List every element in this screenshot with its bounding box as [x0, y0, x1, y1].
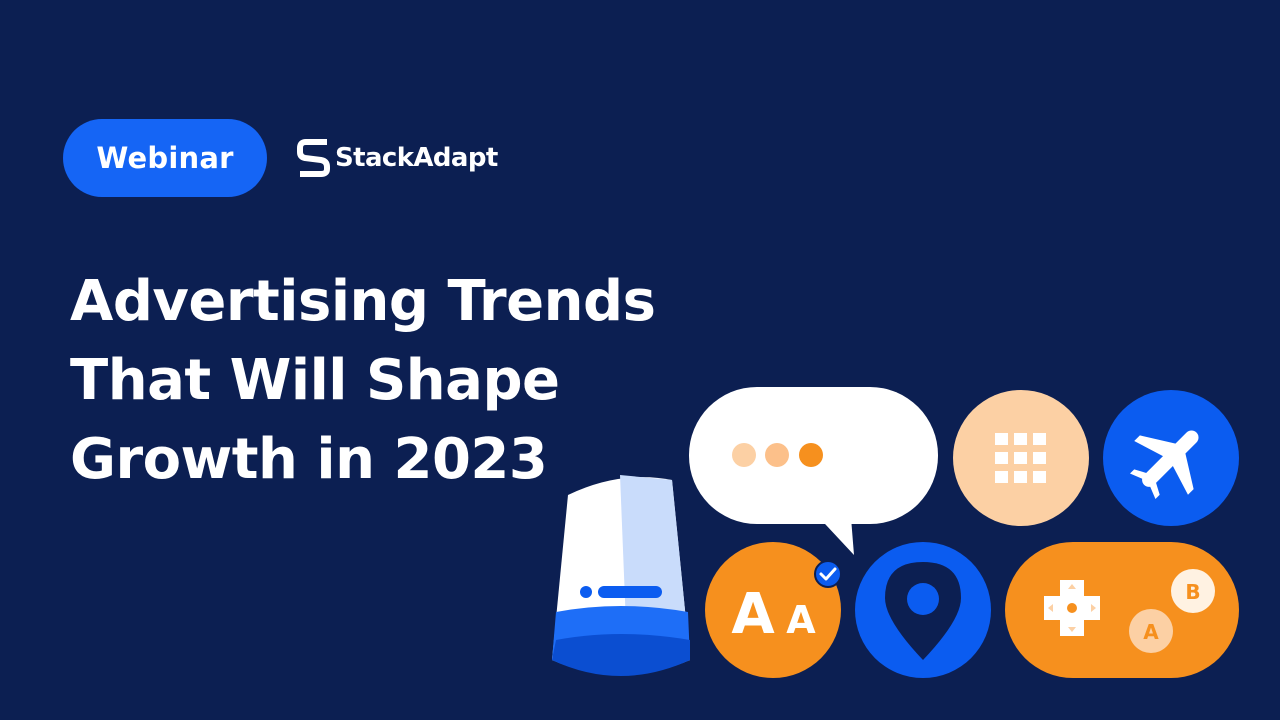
game-button-a: A: [1143, 620, 1159, 644]
app-grid-icon: [953, 390, 1089, 526]
game-button-b: B: [1185, 580, 1200, 604]
brand-logo: StackAdapt: [297, 138, 498, 178]
title-line-2: That Will Shape: [70, 348, 560, 413]
smart-speaker-icon: [552, 475, 690, 676]
font-large-letter: A: [731, 582, 775, 647]
font-small-letter: A: [786, 598, 816, 642]
gamepad-icon: B A: [1005, 542, 1239, 678]
font-size-icon: A A: [705, 542, 842, 678]
webinar-badge: Webinar: [63, 119, 267, 197]
title-line-1: Advertising Trends: [70, 269, 656, 334]
location-pin-icon: [855, 542, 991, 678]
title-line-3: Growth in 2023: [70, 427, 548, 492]
stackadapt-s-logo-icon: [297, 139, 330, 177]
check-badge-icon: [814, 560, 842, 588]
brand-name: StackAdapt: [335, 143, 498, 173]
chat-bubble-icon: [689, 387, 938, 555]
airplane-icon: [1103, 390, 1239, 526]
webinar-badge-label: Webinar: [96, 141, 234, 175]
page-title: Advertising Trends That Will Shape Growt…: [70, 262, 690, 499]
